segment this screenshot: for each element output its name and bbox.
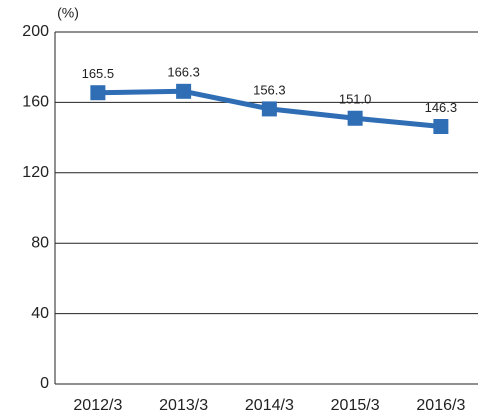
- x-tick-label: 2014/3: [245, 397, 294, 414]
- y-tick-label: 120: [22, 164, 49, 181]
- x-tick-label: 2015/3: [331, 397, 380, 414]
- x-tick-label: 2012/3: [73, 397, 122, 414]
- marker: [261, 101, 277, 117]
- marker: [90, 85, 106, 101]
- value-label: 166.3: [167, 65, 200, 80]
- y-tick-label: 80: [31, 234, 49, 251]
- marker: [176, 83, 192, 99]
- y-tick-label: 0: [40, 375, 49, 392]
- value-label: 165.5: [82, 66, 115, 81]
- marker: [433, 119, 449, 135]
- x-tick-label: 2016/3: [416, 397, 465, 414]
- y-tick-label: 160: [22, 94, 49, 111]
- value-label: 146.3: [425, 100, 458, 115]
- marker: [347, 110, 363, 126]
- y-unit: (%): [57, 5, 79, 21]
- x-tick-label: 2013/3: [159, 397, 208, 414]
- value-label: 156.3: [253, 82, 286, 97]
- y-tick-label: 200: [22, 23, 49, 40]
- y-tick-label: 40: [31, 305, 49, 322]
- value-label: 151.0: [339, 92, 372, 107]
